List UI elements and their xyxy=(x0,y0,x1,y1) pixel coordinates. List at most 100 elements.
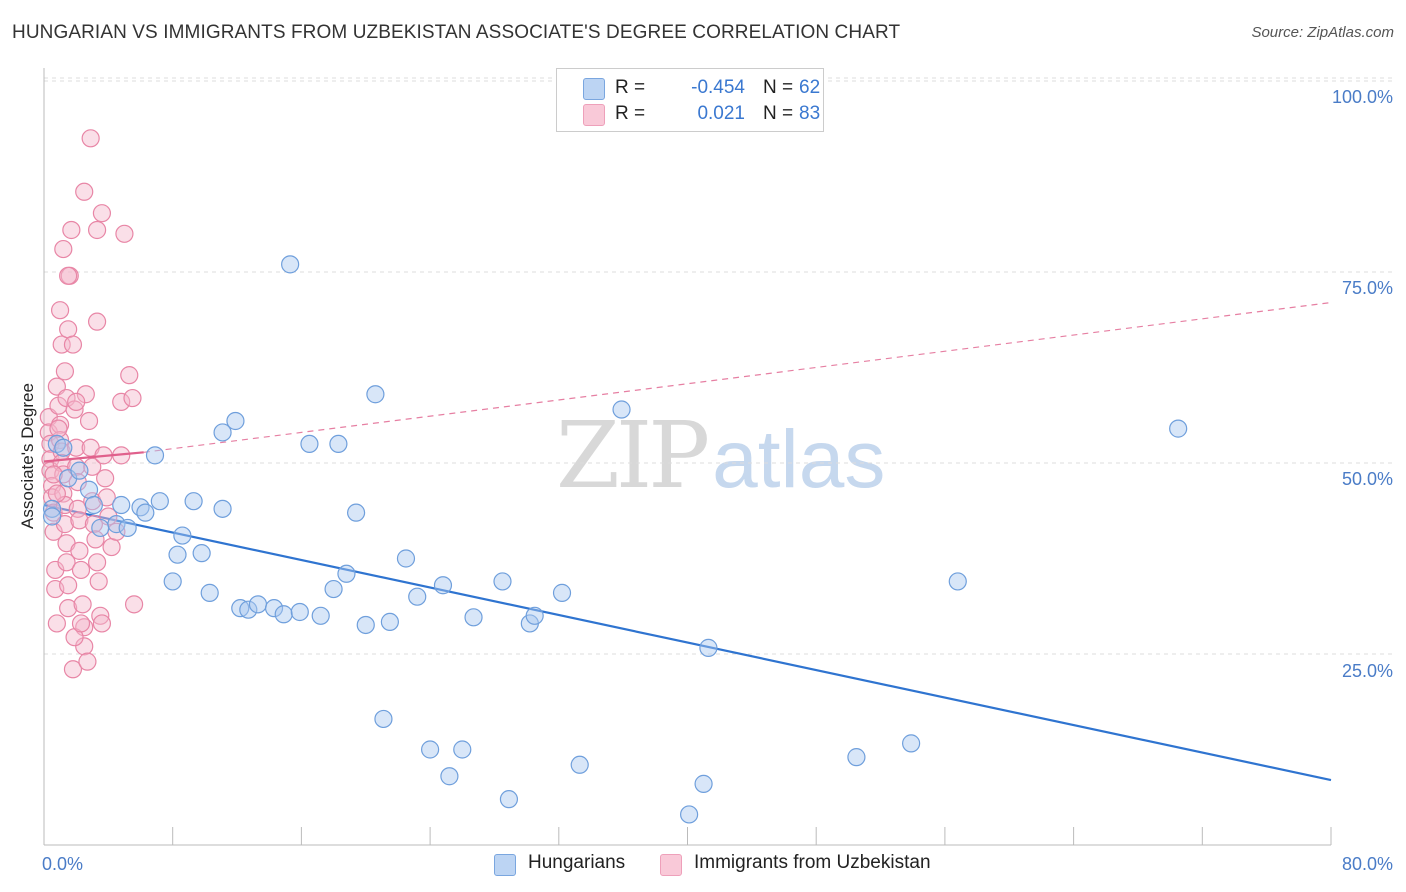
point-uzbekistan-72 xyxy=(115,224,134,243)
point-hungarians-42 xyxy=(396,549,416,568)
y-tick-label-75: 75.0% xyxy=(1342,278,1393,298)
point-uzbekistan-47 xyxy=(78,652,97,671)
watermark-atlas: atlas xyxy=(712,414,886,505)
point-uzbekistan-62 xyxy=(81,129,100,148)
point-hungarians-26 xyxy=(239,600,258,619)
point-hungarians-62 xyxy=(1169,419,1188,438)
source-label: Source: ZipAtlas.com xyxy=(1251,24,1394,41)
point-hungarians-44 xyxy=(421,740,440,759)
point-hungarians-23 xyxy=(213,423,232,442)
watermark-zip: ZIP xyxy=(556,402,710,509)
y-tick-label-25: 25.0% xyxy=(1342,661,1393,681)
chart-title: HUNGARIAN VS IMMIGRANTS FROM UZBEKISTAN … xyxy=(12,22,901,43)
point-hungarians-18 xyxy=(173,526,192,545)
point-hungarians-22 xyxy=(213,499,232,518)
point-hungarians-9 xyxy=(107,515,126,534)
point-hungarians-34 xyxy=(324,579,343,599)
watermark: ZIPatlas xyxy=(556,402,885,509)
point-uzbekistan-80 xyxy=(49,419,68,438)
bottom-legend-label: Immigrants from Uzbekistan xyxy=(694,852,931,873)
point-uzbekistan-30 xyxy=(59,320,78,339)
point-hungarians-49 xyxy=(493,572,512,591)
point-uzbekistan-31 xyxy=(54,239,73,259)
point-hungarians-39 xyxy=(366,385,385,404)
point-uzbekistan-58 xyxy=(87,553,107,572)
point-hungarians-60 xyxy=(902,734,921,753)
point-uzbekistan-46 xyxy=(63,660,83,679)
bottom-legend-swatch-pink xyxy=(660,854,682,876)
point-hungarians-35 xyxy=(329,434,348,453)
point-hungarians-0 xyxy=(42,499,62,518)
point-hungarians-16 xyxy=(163,572,182,591)
legend-r-value: 0.021 xyxy=(697,103,745,124)
point-hungarians-5 xyxy=(70,461,89,480)
point-uzbekistan-61 xyxy=(92,614,112,633)
point-uzbekistan-23 xyxy=(57,553,76,572)
point-uzbekistan-59 xyxy=(89,572,108,591)
point-uzbekistan-45 xyxy=(75,637,94,656)
point-hungarians-14 xyxy=(145,446,165,465)
point-uzbekistan-26 xyxy=(50,301,70,320)
legend-n-value: 62 xyxy=(799,77,821,98)
point-hungarians-52 xyxy=(525,606,544,625)
point-uzbekistan-42 xyxy=(71,560,91,580)
point-hungarians-43 xyxy=(408,587,427,606)
point-uzbekistan-35 xyxy=(65,400,84,419)
point-uzbekistan-60 xyxy=(91,606,110,625)
trendline-uzbekistan-dashed xyxy=(143,301,1332,453)
point-uzbekistan-79 xyxy=(47,484,66,503)
legend-swatch-blue xyxy=(583,78,605,100)
point-hungarians-7 xyxy=(84,495,103,515)
point-uzbekistan-34 xyxy=(63,335,83,354)
point-uzbekistan-25 xyxy=(59,599,78,618)
point-hungarians-8 xyxy=(91,518,110,538)
point-uzbekistan-52 xyxy=(79,411,99,431)
point-hungarians-29 xyxy=(274,605,293,624)
point-hungarians-12 xyxy=(131,498,150,517)
point-hungarians-58 xyxy=(699,638,718,657)
point-uzbekistan-82 xyxy=(67,392,86,411)
point-hungarians-57 xyxy=(694,774,713,793)
legend-n-value: 83 xyxy=(799,103,821,124)
point-uzbekistan-63 xyxy=(87,220,107,240)
point-hungarians-50 xyxy=(499,790,519,809)
point-hungarians-53 xyxy=(552,583,572,602)
bottom-legend-label: Hungarians xyxy=(528,852,626,873)
legend-r-value: -0.454 xyxy=(691,77,745,98)
trendline-uzbekistan-solid xyxy=(43,451,144,463)
point-hungarians-10 xyxy=(112,495,131,515)
point-uzbekistan-65 xyxy=(87,312,107,331)
point-uzbekistan-76 xyxy=(124,595,144,614)
points-layer xyxy=(39,129,1188,824)
point-hungarians-48 xyxy=(464,608,483,627)
point-uzbekistan-50 xyxy=(75,182,94,201)
point-hungarians-36 xyxy=(337,564,356,583)
point-uzbekistan-24 xyxy=(59,576,78,595)
legend-swatch-pink xyxy=(583,104,605,126)
grid-layer xyxy=(44,77,1392,655)
point-hungarians-19 xyxy=(184,492,203,511)
point-uzbekistan-36 xyxy=(67,438,86,457)
point-uzbekistan-64 xyxy=(92,204,112,223)
point-hungarians-47 xyxy=(453,740,472,759)
point-hungarians-56 xyxy=(680,805,699,824)
x-tick-label-min: 0.0% xyxy=(42,854,83,874)
point-uzbekistan-33 xyxy=(62,220,81,240)
point-hungarians-6 xyxy=(79,480,99,499)
point-uzbekistan-57 xyxy=(86,530,105,549)
point-hungarians-32 xyxy=(300,434,319,453)
point-uzbekistan-75 xyxy=(123,388,142,408)
point-uzbekistan-51 xyxy=(76,385,95,404)
point-hungarians-21 xyxy=(200,583,219,602)
point-uzbekistan-40 xyxy=(70,511,89,530)
point-uzbekistan-11 xyxy=(47,614,66,633)
point-hungarians-54 xyxy=(570,755,589,774)
point-uzbekistan-43 xyxy=(73,595,92,614)
legend-r-label: R = xyxy=(615,77,646,98)
point-hungarians-61 xyxy=(948,572,967,591)
point-hungarians-24 xyxy=(226,411,245,431)
point-hungarians-59 xyxy=(847,748,866,767)
point-uzbekistan-49 xyxy=(71,614,91,633)
label-layer: Associate's Degree 0.0% 80.0% 25.0% 50.0… xyxy=(18,87,1393,874)
